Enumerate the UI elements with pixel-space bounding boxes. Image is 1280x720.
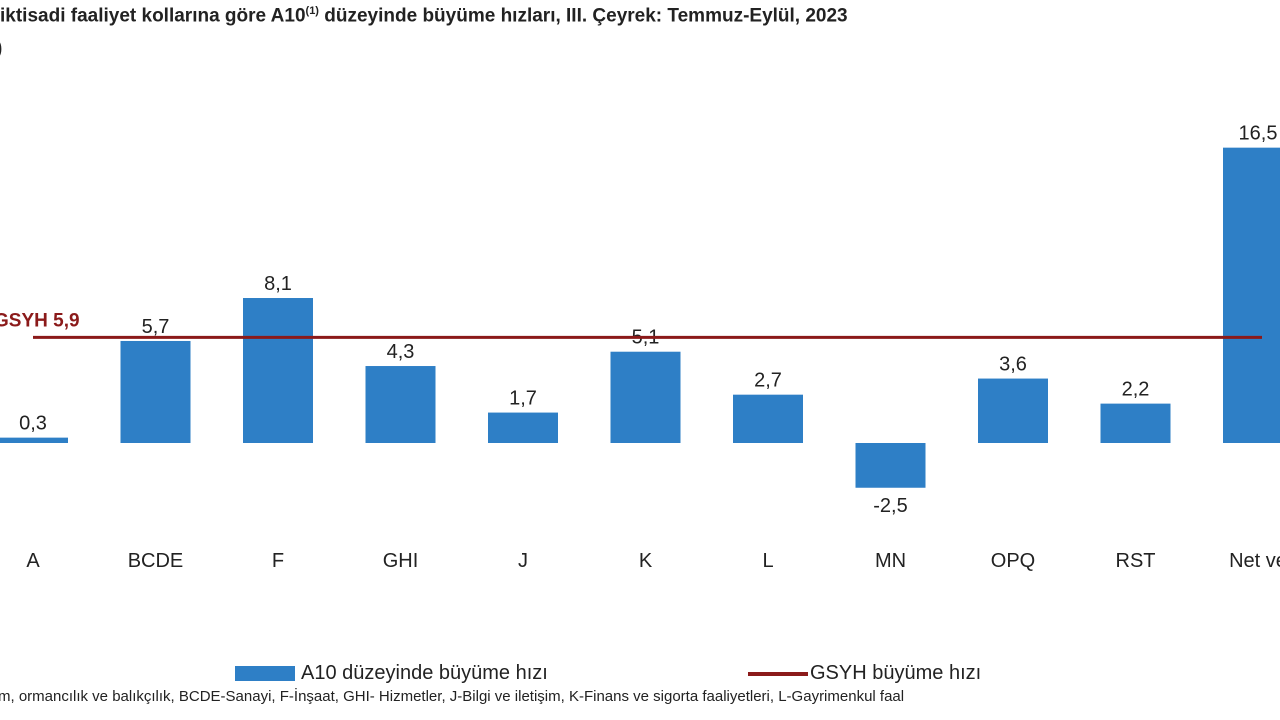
category-label: BCDE: [128, 550, 184, 572]
category-label: Net ve: [1229, 550, 1280, 572]
category-label: GHI: [383, 550, 419, 572]
category-label: F: [272, 550, 284, 572]
category-label: A: [26, 550, 40, 572]
data-label: -2,5: [873, 495, 907, 517]
legend-label: GSYH büyüme hızı: [810, 662, 982, 684]
bar-MN: [855, 443, 926, 488]
data-label: 8,1: [264, 273, 292, 295]
bar-K: [610, 351, 681, 443]
data-label: 5,7: [142, 316, 170, 338]
unit-label: ): [0, 38, 2, 60]
bar-OPQ: [978, 378, 1048, 443]
bar-GHI: [365, 366, 436, 443]
legend-label: A10 düzeyinde büyüme hızı: [301, 662, 548, 684]
data-label: 0,3: [19, 413, 47, 435]
bar-chart: 0,3A5,7BCDE8,1F4,3GHI1,7J5,1K2,7L-2,5MN3…: [0, 123, 1280, 572]
data-label: 16,5: [1239, 123, 1278, 145]
bar-RST: [1100, 403, 1171, 443]
data-label: 2,7: [754, 370, 782, 392]
bar-Net ve: [1223, 147, 1280, 443]
category-label: K: [639, 550, 653, 572]
gsyh-line-label: GSYH 5,9: [0, 310, 80, 331]
chart-title: iktisadi faaliyet kollarına göre A10(1) …: [0, 5, 848, 27]
data-label: 3,6: [999, 354, 1027, 376]
footnote: m, ormancılık ve balıkçılık, BCDE-Sanayi…: [0, 688, 905, 705]
data-label: 2,2: [1122, 379, 1150, 401]
category-label: OPQ: [991, 550, 1035, 572]
bar-A: [0, 437, 68, 443]
category-label: RST: [1116, 550, 1156, 572]
bar-L: [733, 394, 803, 443]
category-label: MN: [875, 550, 906, 572]
legend-swatch-bar: [235, 666, 295, 681]
bar-F: [243, 298, 313, 443]
bar-BCDE: [120, 340, 191, 443]
legend-item-bar: A10 düzeyinde büyüme hızı: [235, 662, 548, 685]
category-label: L: [762, 550, 773, 572]
data-label: 1,7: [509, 388, 537, 410]
bar-J: [488, 412, 558, 443]
data-label: 4,3: [387, 341, 415, 363]
category-label: J: [518, 550, 528, 572]
legend-item-line: GSYH büyüme hızı: [748, 662, 981, 685]
legend-swatch-line: [748, 671, 808, 676]
